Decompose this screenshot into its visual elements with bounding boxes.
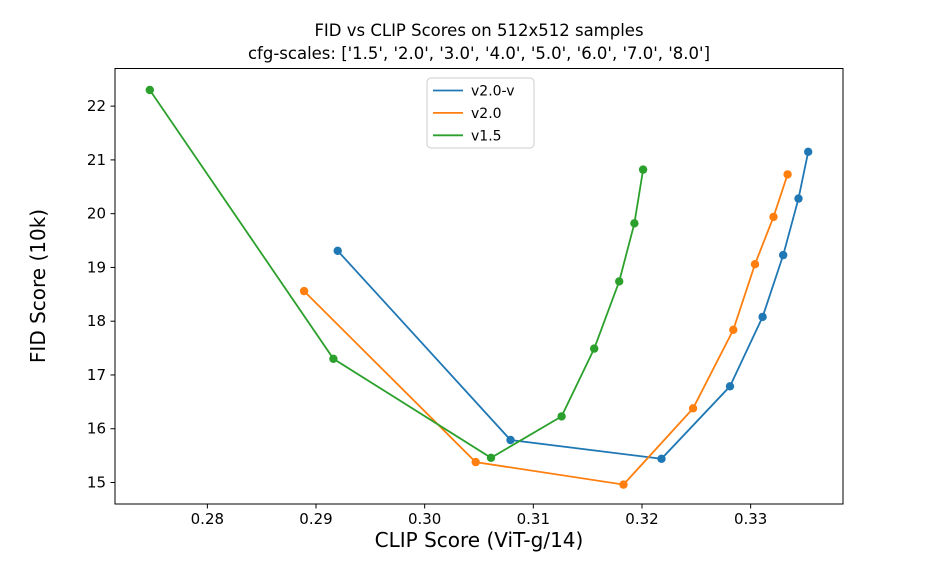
legend-label-v2.0-v: v2.0-v	[471, 84, 515, 100]
data-point-v1.5	[590, 344, 599, 353]
chart-title: FID vs CLIP Scores on 512x512 samples	[314, 21, 644, 40]
legend-box	[426, 77, 535, 149]
data-point-v2.0-v	[506, 435, 515, 445]
y-tick-label: 20	[87, 205, 106, 223]
series-line-v1.5	[149, 89, 644, 459]
series-line-v2.0-v	[337, 151, 810, 460]
data-point-v2.0	[688, 404, 698, 413]
x-tick-label: 0.28	[191, 510, 224, 528]
y-tick-label: 18	[87, 312, 106, 330]
data-point-v2.0	[299, 286, 309, 296]
y-tick-label: 22	[87, 97, 106, 115]
data-point-v2.0-v	[804, 147, 813, 156]
y-tick-label: 16	[87, 420, 106, 438]
legend-label-v2.0: v2.0	[471, 106, 502, 122]
y-tick-label: 17	[87, 366, 106, 384]
data-point-v2.0-v	[333, 246, 342, 255]
data-point-v2.0-v	[758, 312, 767, 322]
data-point-v2.0-v	[794, 194, 803, 203]
data-point-v2.0	[619, 480, 628, 489]
x-tick-label: 0.33	[734, 510, 767, 528]
y-tick-label: 19	[87, 258, 106, 276]
data-point-v1.5	[486, 453, 496, 462]
data-point-v2.0	[769, 212, 778, 222]
y-axis-label: FID Score (10k)	[26, 208, 50, 364]
y-tick-label: 21	[87, 151, 106, 169]
y-tick-label: 15	[87, 473, 106, 491]
data-point-v1.5	[145, 85, 154, 95]
data-point-v2.0	[729, 325, 738, 334]
data-point-v2.0-v	[779, 250, 788, 260]
data-point-v1.5	[329, 354, 338, 363]
chart-subtitle: cfg-scales: ['1.5', '2.0', '3.0', '4.0',…	[247, 44, 711, 63]
data-point-v2.0	[471, 457, 480, 467]
data-point-v2.0-v	[657, 454, 666, 463]
data-point-v1.5	[630, 219, 639, 228]
data-point-v2.0	[783, 170, 792, 179]
x-tick-label: 0.31	[517, 510, 550, 528]
x-axis-label: CLIP Score (ViT-g/14)	[374, 528, 584, 552]
x-tick-label: 0.32	[625, 510, 658, 528]
legend-label-v1.5: v1.5	[471, 128, 502, 144]
data-point-v1.5	[638, 165, 648, 174]
data-point-v2.0	[750, 260, 760, 269]
data-point-v1.5	[615, 277, 624, 286]
plot-frame	[114, 68, 844, 505]
data-point-v1.5	[557, 412, 566, 421]
x-tick-label: 0.29	[299, 510, 332, 528]
series-line-v2.0	[303, 174, 789, 486]
x-tick-label: 0.30	[408, 510, 441, 528]
data-point-v2.0-v	[725, 382, 735, 391]
